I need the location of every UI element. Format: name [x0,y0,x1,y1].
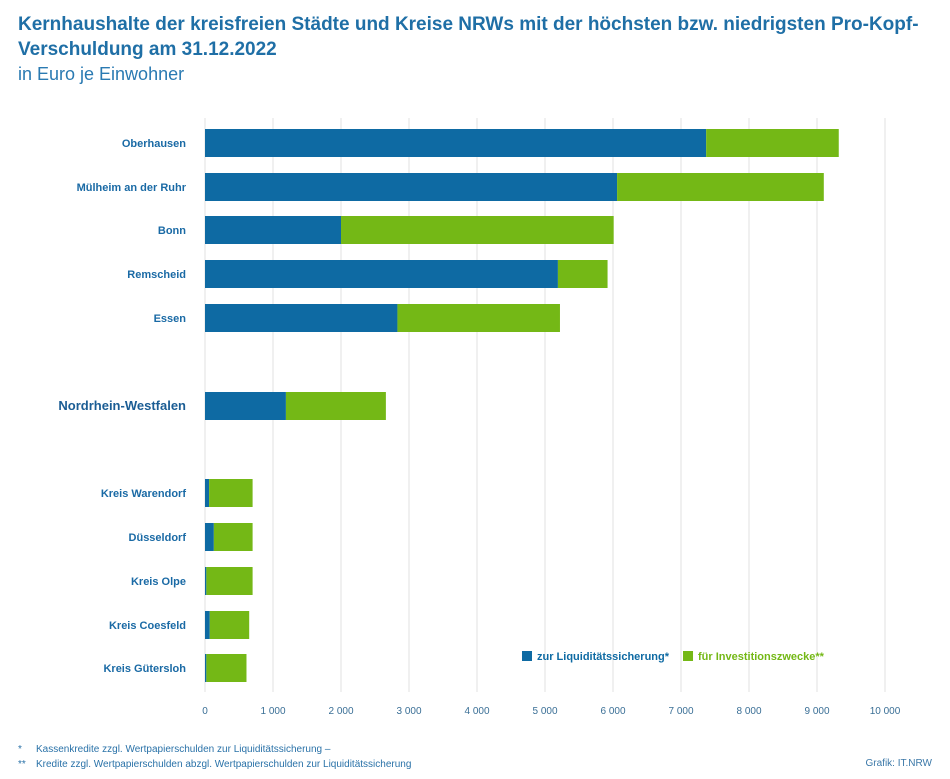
bar-kreis-olpe-investment [206,567,253,595]
footnote-1-text: Kassenkredite zzgl. Wertpapierschulden z… [36,744,331,755]
bar-essen-liquidity [205,304,398,332]
bar-bonn-investment [341,216,614,244]
x-tick-label: 2 000 [328,706,353,717]
category-label-kreis-gutersloh: Kreis Gütersloh [103,663,186,675]
bar-dusseldorf-liquidity [205,523,214,551]
footnote-2: ** Kredite zzgl. Wertpapierschulden abzgl… [18,759,411,770]
bar-remscheid-liquidity [205,260,558,288]
bar-bonn-liquidity [205,216,341,244]
chart-title: Kernhaushalte der kreisfreien Städte und… [18,14,919,60]
bars [205,129,839,682]
x-tick-label: 1 000 [260,706,285,717]
footnote-1: * Kassenkredite zzgl. Wertpapierschulden … [18,744,330,755]
bar-kreis-warendorf-investment [209,479,253,507]
legend-label-investment: für Investitionszwecke** [698,651,825,663]
chart-subtitle: in Euro je Einwohner [18,64,185,84]
bar-kreis-coesfeld-investment [209,611,250,639]
bar-kreis-warendorf-liquidity [205,479,210,507]
category-label-essen: Essen [154,313,187,325]
legend-swatch-liquidity [522,651,532,661]
bar-nordrhein-westfalen-liquidity [205,392,286,420]
legend: zur Liquiditätssicherung* für Investition… [522,651,825,663]
category-label-kreis-olpe: Kreis Olpe [131,576,186,588]
bar-kreis-gutersloh-liquidity [205,654,207,682]
category-label-remscheid: Remscheid [127,269,186,281]
bar-kreis-gutersloh-investment [206,654,247,682]
legend-label-liquidity: zur Liquiditätssicherung* [537,651,670,663]
category-labels: Oberhausen Mülheim an der Ruhr Bonn Remsche… [58,138,186,675]
x-tick-label: 0 [202,706,208,717]
category-label-kreis-warendorf: Kreis Warendorf [101,488,187,500]
category-label-kreis-coesfeld: Kreis Coesfeld [109,620,186,632]
bar-oberhausen-liquidity [205,129,707,157]
footnote-2-mark: ** [18,759,26,770]
category-label-oberhausen: Oberhausen [122,138,186,150]
x-tick-label: 10 000 [870,706,901,717]
footnote-2-text: Kredite zzgl. Wertpapierschulden abzgl. … [36,759,412,770]
x-tick-label: 3 000 [396,706,421,717]
x-tick-label: 4 000 [464,706,489,717]
source-credit: Grafik: IT.NRW [865,758,932,769]
category-label-mulheim-an-der-ruhr: Mülheim an der Ruhr [77,182,187,194]
x-tick-label: 7 000 [668,706,693,717]
bar-nordrhein-westfalen-investment [285,392,386,420]
category-label-bonn: Bonn [158,225,186,237]
x-tick-label: 9 000 [804,706,829,717]
bar-essen-investment [397,304,560,332]
bar-kreis-olpe-liquidity [205,567,207,595]
category-label-dusseldorf: Düsseldorf [129,532,187,544]
bar-mulheim-an-der-ruhr-liquidity [205,173,618,201]
bar-remscheid-investment [557,260,608,288]
footnote-1-mark: * [18,744,22,755]
x-tick-label: 5 000 [532,706,557,717]
bar-kreis-coesfeld-liquidity [205,611,210,639]
x-tick-label: 6 000 [600,706,625,717]
x-axis-ticks: 0 1 000 2 000 3 000 4 000 5 000 6 000 7 000 8 00… [202,706,901,717]
legend-swatch-investment [683,651,694,661]
bar-mulheim-an-der-ruhr-investment [617,173,824,201]
bar-oberhausen-investment [706,129,839,157]
x-tick-label: 8 000 [736,706,761,717]
bar-dusseldorf-investment [213,523,253,551]
category-label-nordrhein-westfalen: Nordrhein-Westfalen [58,398,186,413]
